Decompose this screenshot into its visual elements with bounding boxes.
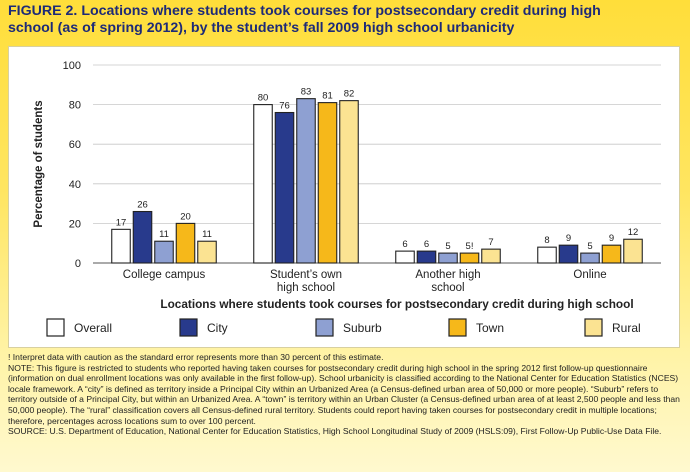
data-label-3-town: 9 — [609, 233, 614, 244]
legend-label-rural: Rural — [612, 321, 641, 335]
title-line-2: school (as of spring 2012), by the stude… — [8, 20, 515, 36]
data-label-3-suburb: 5 — [587, 241, 592, 252]
legend-label-town: Town — [476, 321, 504, 335]
bar-2-rural — [481, 248, 501, 264]
data-label-1-overall: 80 — [258, 93, 269, 104]
bar-0-rural — [197, 240, 217, 264]
legend-label-city: City — [207, 321, 228, 335]
bar-3-suburb — [580, 252, 600, 264]
bar-3-overall — [537, 246, 557, 264]
source-text: SOURCE: U.S. Department of Education, Na… — [8, 426, 662, 437]
bar-1-overall — [253, 104, 273, 264]
data-label-3-rural: 12 — [628, 227, 639, 238]
data-label-0-rural: 11 — [202, 229, 212, 240]
x-axis-title: Locations where students took courses fo… — [160, 297, 633, 311]
data-label-2-rural: 7 — [488, 237, 493, 248]
data-label-1-rural: 82 — [344, 89, 355, 100]
data-label-0-city: 26 — [137, 200, 148, 211]
legend-swatch-town — [448, 318, 467, 337]
y-tick-label-0: 0 — [75, 258, 81, 270]
legend-swatch-suburb — [315, 318, 334, 337]
bar-2-suburb — [438, 252, 458, 264]
category-label-3-0: Online — [573, 269, 606, 281]
category-label-1-1: high school — [277, 282, 335, 294]
bar-1-city — [274, 111, 295, 264]
y-tick-label-60: 60 — [69, 139, 81, 151]
bar-2-town — [459, 252, 480, 264]
chart-panel: 0 20 40 60 80 100 Percentage of students 17 26 11… — [8, 46, 680, 348]
y-tick-label-100: 100 — [63, 60, 81, 72]
data-label-1-suburb: 83 — [301, 87, 312, 98]
figure-notes: ! Interpret data with caution as the sta… — [8, 352, 680, 437]
legend-swatch-city — [179, 318, 198, 337]
category-label-2-1: school — [431, 282, 464, 294]
data-label-3-city: 9 — [566, 233, 571, 244]
bar-1-suburb — [296, 98, 316, 264]
y-tick-label-20: 20 — [69, 218, 81, 230]
category-label-0-0: College campus — [123, 269, 206, 281]
data-label-3-overall: 8 — [544, 235, 549, 246]
data-label-1-town: 81 — [322, 91, 333, 102]
legend-label-overall: Overall — [74, 321, 112, 335]
bar-0-city — [132, 210, 153, 264]
bar-2-city — [416, 250, 437, 264]
y-tick-label-80: 80 — [69, 100, 81, 112]
bar-2-overall — [395, 250, 415, 264]
category-label-1-0: Student’s own — [270, 269, 342, 281]
data-label-0-suburb: 11 — [159, 229, 169, 240]
data-label-2-suburb: 5 — [445, 241, 450, 252]
legend-swatch-overall — [46, 318, 65, 337]
bar-3-rural — [623, 238, 643, 264]
bar-0-suburb — [154, 240, 174, 264]
bar-0-overall — [111, 228, 131, 264]
data-label-2-city: 6 — [424, 239, 429, 250]
interpret-note: ! Interpret data with caution as the sta… — [8, 352, 384, 362]
bar-1-rural — [339, 100, 359, 264]
note-text: NOTE: This figure is restricted to stude… — [8, 362, 680, 426]
y-axis-label: Percentage of students — [33, 100, 45, 227]
bar-1-town — [317, 102, 338, 264]
category-label-2-0: Another high — [415, 269, 480, 281]
data-label-2-overall: 6 — [402, 239, 407, 250]
data-label-2-town: 5! — [466, 241, 474, 252]
y-tick-label-40: 40 — [69, 179, 81, 191]
legend-label-suburb: Suburb — [343, 321, 382, 335]
bar-0-town — [175, 222, 196, 264]
figure-title: FIGURE 2. Locations where students took … — [8, 3, 678, 37]
data-label-1-city: 76 — [279, 101, 290, 112]
bar-3-city — [558, 244, 579, 264]
data-label-0-overall: 17 — [116, 217, 127, 228]
data-label-0-town: 20 — [180, 211, 191, 222]
bar-3-town — [601, 244, 622, 264]
legend-swatch-rural — [584, 318, 603, 337]
bar-chart: 0 20 40 60 80 100 Percentage of students 17 26 11… — [33, 60, 661, 337]
title-line-1: FIGURE 2. Locations where students took … — [8, 3, 601, 19]
